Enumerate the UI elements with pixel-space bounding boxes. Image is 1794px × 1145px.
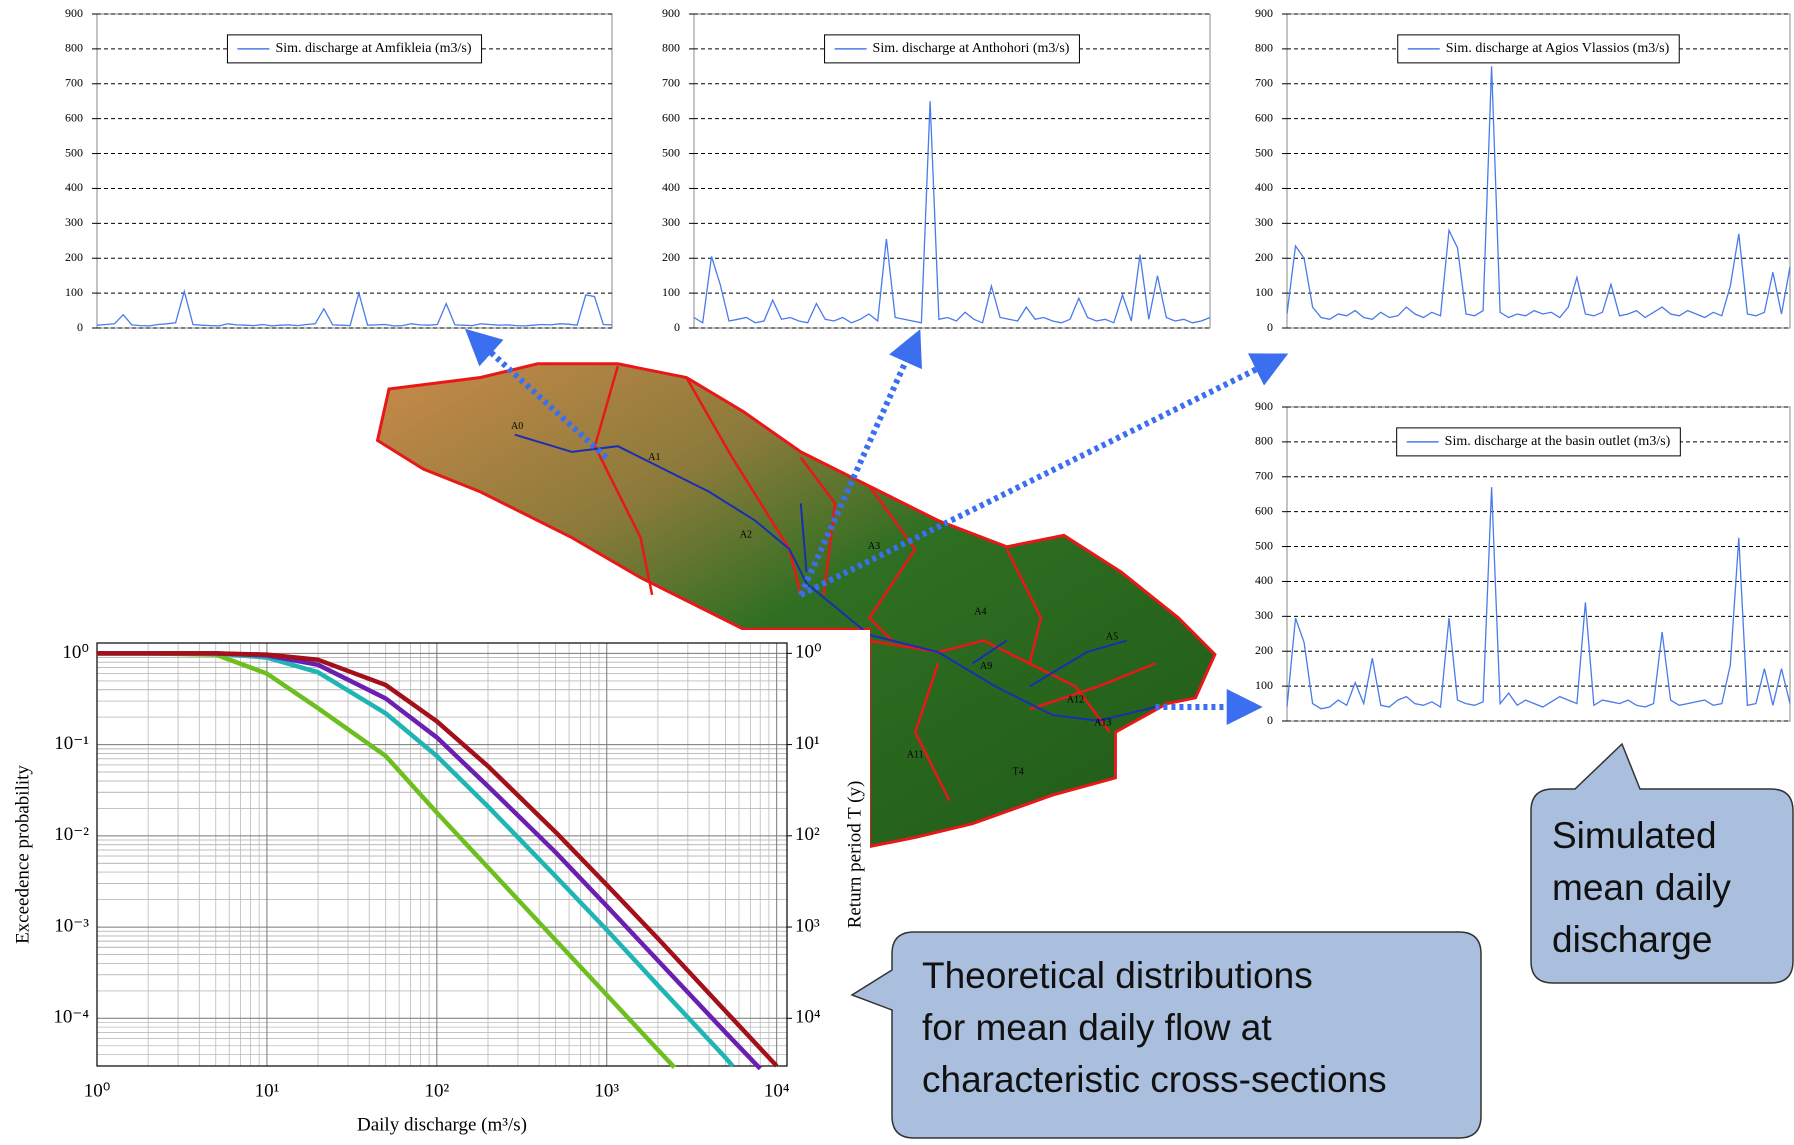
x-tick-label: 10¹ — [255, 1080, 280, 1101]
legend-label: Sim. discharge at Amfikleia (m3/s) — [275, 41, 471, 56]
y-tick-label: 600 — [662, 110, 680, 124]
y-tick-label: 0 — [1267, 713, 1273, 727]
y-tick-label: 900 — [1255, 399, 1273, 413]
map-label: A0 — [511, 421, 523, 432]
y2-tick-label: 10³ — [795, 915, 820, 936]
y-tick-label: 0 — [674, 320, 680, 334]
y2-axis-label: Return period T (y) — [844, 781, 865, 929]
y-tick-label: 10⁻¹ — [54, 733, 89, 754]
y-tick-label: 700 — [1255, 76, 1273, 90]
callout-text: Theoretical distributions — [922, 955, 1313, 996]
y-tick-label: 500 — [65, 145, 83, 159]
y-tick-label: 200 — [662, 250, 680, 264]
callout-text: Simulated — [1552, 815, 1717, 856]
y-tick-label: 700 — [1255, 469, 1273, 483]
legend-label: Sim. discharge at Agios Vlassios (m3/s) — [1446, 41, 1670, 56]
y-tick-label: 900 — [65, 6, 83, 20]
y-tick-label: 800 — [662, 41, 680, 55]
y-tick-label: 800 — [1255, 434, 1273, 448]
y-tick-label: 700 — [65, 76, 83, 90]
y-tick-label: 10⁻³ — [54, 915, 89, 936]
y2-tick-label: 10² — [795, 824, 820, 845]
callout-text: characteristic cross-sections — [922, 1059, 1387, 1100]
map-label: A2 — [740, 530, 752, 541]
map-label: A9 — [980, 661, 992, 672]
map-label: A13 — [1094, 717, 1111, 728]
y-tick-label: 300 — [1255, 608, 1273, 622]
y-tick-label: 100 — [1255, 678, 1273, 692]
map-label: A11 — [907, 749, 924, 760]
y-tick-label: 100 — [662, 285, 680, 299]
y-tick-label: 10⁰ — [62, 642, 89, 663]
map-label: A12 — [1067, 694, 1084, 705]
legend-label: Sim. discharge at the basin outlet (m3/s… — [1445, 434, 1671, 449]
y-tick-label: 200 — [65, 250, 83, 264]
map-label: A5 — [1106, 632, 1118, 643]
y-axis-label: Exceedence probability — [12, 765, 33, 944]
page: A0 A1 A2 A3 A4 A5 A9 A11 A12 A13 T4 0 100 200 300 400 5… — [0, 0, 1794, 1140]
y-tick-label: 0 — [1267, 320, 1273, 334]
map-label: T4 — [1013, 766, 1024, 777]
y-tick-label: 200 — [1255, 643, 1273, 657]
y-tick-label: 0 — [77, 320, 83, 334]
map-label: A3 — [868, 541, 880, 552]
y-tick-label: 600 — [1255, 110, 1273, 124]
y-tick-label: 400 — [1255, 180, 1273, 194]
x-tick-label: 10⁴ — [764, 1080, 790, 1101]
figure: A0 A1 A2 A3 A4 A5 A9 A11 A12 A13 T4 0 100 200 300 400 5… — [0, 0, 1794, 1140]
callout-text: for mean daily flow at — [922, 1007, 1272, 1048]
y-tick-label: 100 — [65, 285, 83, 299]
y-tick-label: 200 — [1255, 250, 1273, 264]
y-tick-label: 10⁻⁴ — [53, 1007, 89, 1028]
y2-tick-label: 10⁴ — [795, 1007, 821, 1028]
x-tick-label: 10⁰ — [84, 1080, 111, 1101]
y-tick-label: 400 — [1255, 573, 1273, 587]
y-tick-label: 900 — [1255, 6, 1273, 20]
y-tick-label: 300 — [662, 215, 680, 229]
y-tick-label: 400 — [662, 180, 680, 194]
y2-tick-label: 10¹ — [795, 733, 820, 754]
y-tick-label: 500 — [662, 145, 680, 159]
x-tick-label: 10³ — [594, 1080, 619, 1101]
y-tick-label: 500 — [1255, 538, 1273, 552]
y-tick-label: 700 — [662, 76, 680, 90]
y-tick-label: 100 — [1255, 285, 1273, 299]
y-tick-label: 800 — [65, 41, 83, 55]
x-tick-label: 10² — [424, 1080, 449, 1101]
y-tick-label: 800 — [1255, 41, 1273, 55]
y-tick-label: 300 — [65, 215, 83, 229]
legend-label: Sim. discharge at Anthohori (m3/s) — [873, 41, 1070, 56]
callout-text: discharge — [1552, 919, 1712, 960]
map-label: A4 — [974, 606, 986, 617]
y-tick-label: 600 — [1255, 503, 1273, 517]
y-tick-label: 300 — [1255, 215, 1273, 229]
y-tick-label: 400 — [65, 180, 83, 194]
y-tick-label: 600 — [65, 110, 83, 124]
y-tick-label: 10⁻² — [54, 824, 89, 845]
map-label: A1 — [648, 452, 660, 463]
y2-tick-label: 10⁰ — [795, 642, 822, 663]
y-tick-label: 500 — [1255, 145, 1273, 159]
panel-background — [0, 630, 870, 1140]
x-axis-label: Daily discharge (m³/s) — [357, 1114, 527, 1135]
callout-text: mean daily — [1552, 867, 1731, 908]
y-tick-label: 900 — [662, 6, 680, 20]
